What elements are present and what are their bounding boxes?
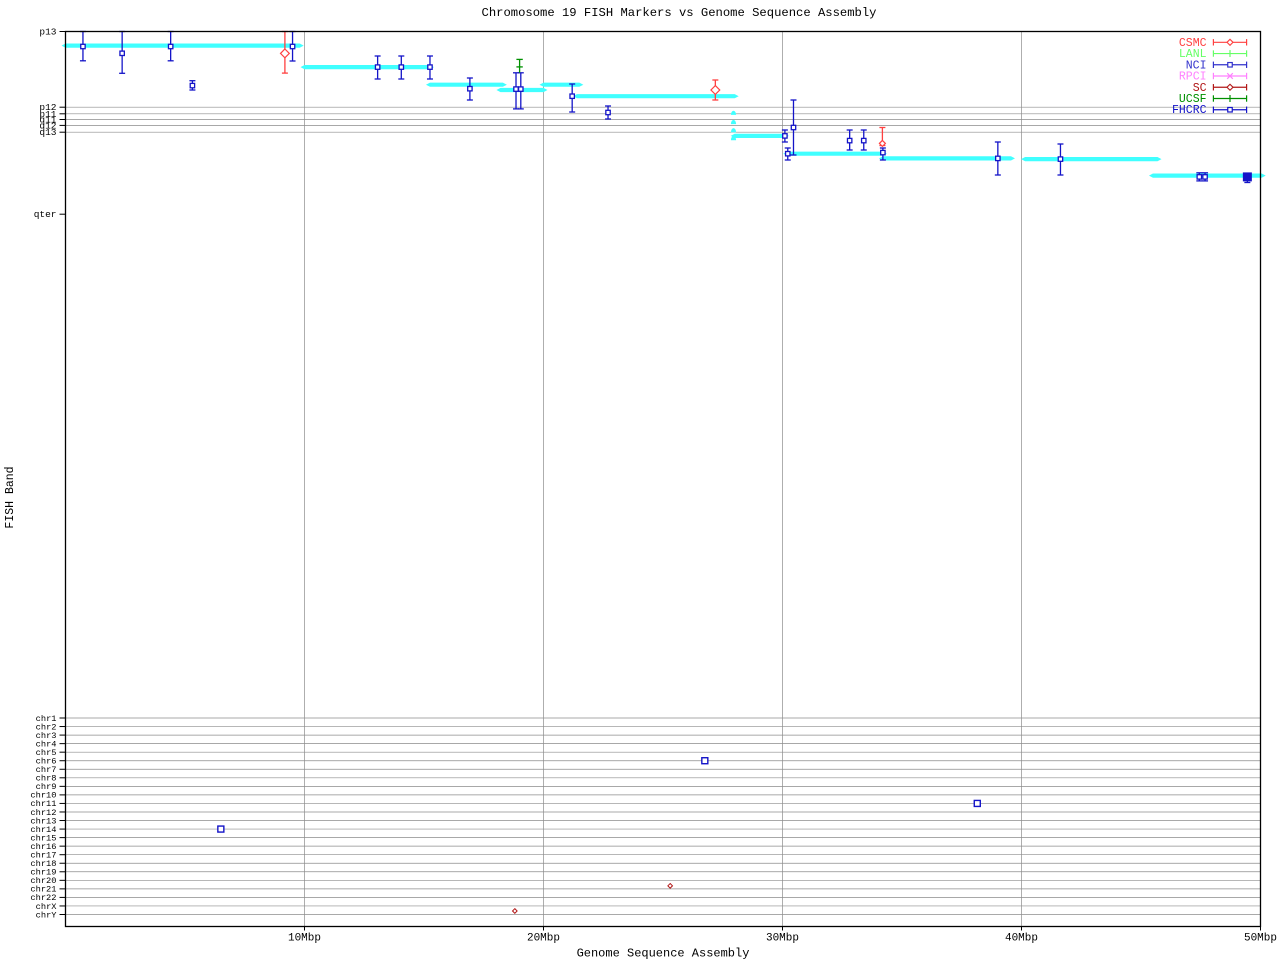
svg-text:Chromosome 19 FISH Markers vs: Chromosome 19 FISH Markers vs Genome Seq… [482, 6, 877, 20]
svg-text:40Mbp: 40Mbp [1005, 933, 1038, 945]
svg-text:20Mbp: 20Mbp [527, 933, 560, 945]
svg-text:chrY: chrY [36, 910, 58, 920]
svg-text:FISH Band: FISH Band [4, 466, 17, 528]
svg-text:q13: q13 [39, 127, 56, 138]
svg-text:30Mbp: 30Mbp [766, 933, 799, 945]
svg-text:p13: p13 [39, 27, 56, 38]
svg-text:FHCRC: FHCRC [1172, 104, 1207, 117]
svg-text:Genome Sequence Assembly: Genome Sequence Assembly [577, 947, 750, 960]
svg-text:10Mbp: 10Mbp [288, 933, 321, 945]
svg-text:qter: qter [34, 209, 57, 220]
svg-text:50Mbp: 50Mbp [1244, 933, 1277, 945]
